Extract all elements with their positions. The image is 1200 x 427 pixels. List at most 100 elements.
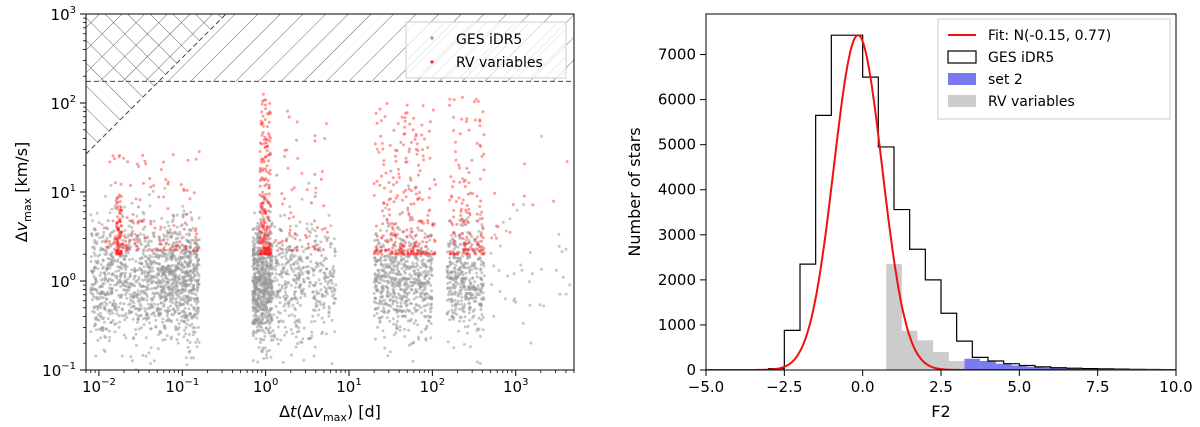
scatter-point <box>110 251 114 255</box>
scatter-point <box>156 303 160 307</box>
scatter-point <box>149 239 153 243</box>
scatter-point <box>420 123 424 127</box>
scatter-point <box>197 150 201 154</box>
scatter-point <box>471 296 475 300</box>
scatter-point <box>109 183 113 187</box>
scatter-point <box>322 320 326 324</box>
scatter-point <box>408 244 412 248</box>
scatter-point <box>118 211 122 215</box>
scatter-point <box>474 237 478 241</box>
scatter-point <box>427 319 431 323</box>
scatter-point <box>417 163 421 167</box>
set2-bar <box>980 360 996 370</box>
scatter-point <box>394 159 398 163</box>
scatter-point <box>414 134 418 138</box>
scatter-point <box>383 258 387 262</box>
scatter-point <box>319 240 323 244</box>
scatter-point <box>325 257 328 261</box>
scatter-point <box>399 140 403 144</box>
scatter-point <box>260 176 264 180</box>
scatter-point <box>325 239 329 243</box>
scatter-point <box>259 325 263 329</box>
scatter-point <box>262 224 265 228</box>
scatter-point <box>478 119 482 123</box>
scatter-point <box>96 254 100 258</box>
scatter-point <box>181 204 185 208</box>
scatter-point <box>430 289 433 293</box>
scatter-point <box>271 289 275 293</box>
scatter-point <box>260 289 264 293</box>
scatter-point <box>116 242 120 246</box>
scatter-point <box>327 213 331 217</box>
scatter-point <box>557 244 561 248</box>
scatter-point <box>180 270 184 274</box>
scatter-point <box>310 320 313 324</box>
scatter-point <box>402 252 406 256</box>
scatter-point <box>258 184 262 188</box>
scatter-point <box>423 293 427 297</box>
scatter-point <box>258 225 262 229</box>
scatter-point <box>482 297 486 301</box>
scatter-point <box>458 233 462 237</box>
scatter-point <box>315 289 319 293</box>
scatter-point <box>267 269 270 273</box>
scatter-point <box>429 273 433 277</box>
scatter-point <box>400 115 404 119</box>
scatter-point <box>384 206 388 210</box>
scatter-point <box>161 320 165 324</box>
scatter-point <box>119 273 123 277</box>
scatter-point <box>132 291 136 295</box>
scatter-point <box>197 263 201 267</box>
scatter-point <box>310 266 314 270</box>
scatter-point <box>552 199 555 203</box>
scatter-point <box>392 222 396 226</box>
scatter-point <box>120 354 124 358</box>
scatter-point <box>119 285 123 288</box>
scatter-point <box>513 297 517 301</box>
scatter-point <box>268 101 272 105</box>
scatter-point <box>323 271 327 275</box>
scatter-point <box>381 329 385 333</box>
scatter-point <box>267 192 271 196</box>
scatter-point <box>459 213 463 217</box>
scatter-point <box>467 301 471 305</box>
scatter-point <box>195 253 199 257</box>
scatter-point <box>120 224 124 228</box>
scatter-point <box>387 208 391 212</box>
legend-label-rv-hist: RV variables <box>988 94 1075 110</box>
scatter-point <box>179 183 183 187</box>
scatter-point <box>185 238 189 242</box>
scatter-point <box>415 152 419 156</box>
scatter-point <box>293 232 297 235</box>
scatter-point <box>151 232 155 235</box>
scatter-point <box>542 304 546 308</box>
scatter-point <box>126 245 130 249</box>
scatter-point <box>263 178 267 182</box>
scatter-point <box>118 209 122 213</box>
scatter-point <box>162 195 166 199</box>
scatter-point <box>180 243 184 247</box>
scatter-point <box>464 238 468 242</box>
scatter-point <box>261 131 265 135</box>
scatter-point <box>93 253 97 257</box>
scatter-point <box>273 276 277 280</box>
scatter-point <box>151 266 155 270</box>
scatter-point <box>327 306 331 310</box>
scatter-point <box>171 263 175 267</box>
scatter-point <box>267 241 271 245</box>
scatter-point <box>289 258 293 262</box>
scatter-point <box>417 251 421 255</box>
scatter-point <box>457 196 461 200</box>
scatter-point <box>132 296 136 300</box>
scatter-point <box>265 301 269 305</box>
scatter-point <box>134 344 138 347</box>
scatter-point <box>449 292 453 296</box>
scatter-point <box>185 301 189 305</box>
scatter-point <box>108 211 112 215</box>
scatter-point <box>405 228 409 232</box>
scatter-point <box>164 297 168 301</box>
scatter-point <box>147 258 151 261</box>
scatter-point <box>104 250 108 254</box>
scatter-point <box>413 234 417 238</box>
